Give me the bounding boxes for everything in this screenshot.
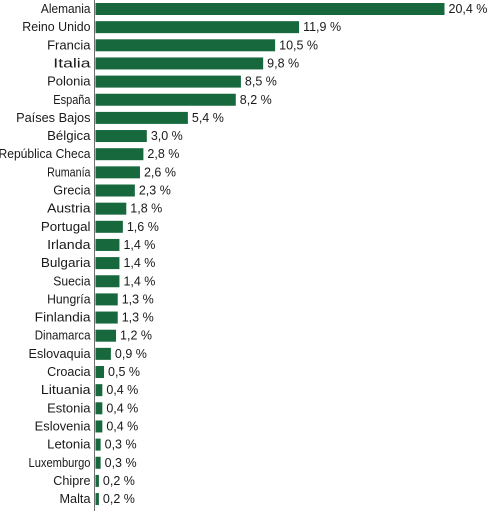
value-label: 0,3 %: [105, 438, 137, 452]
category-label: Estonia: [47, 401, 90, 415]
category-label: Portugal: [41, 220, 91, 234]
value-label: 5,4 %: [192, 111, 224, 125]
category-label: Dinamarca: [35, 329, 91, 343]
bar: [95, 438, 101, 451]
value-label: 1,4 %: [123, 238, 155, 252]
bar: [95, 39, 276, 52]
value-label: 1,2 %: [120, 329, 152, 343]
category-label: Croacia: [47, 365, 90, 379]
category-label: Francia: [47, 38, 90, 52]
value-label: 1,8 %: [130, 202, 162, 216]
category-label: España: [53, 93, 90, 107]
value-label: 9,8 %: [267, 56, 299, 70]
value-label: 8,5 %: [245, 75, 277, 89]
category-label: Bélgica: [47, 129, 90, 143]
value-label: 2,6 %: [144, 165, 176, 179]
value-label: 0,2 %: [103, 492, 135, 506]
category-label: Bulgaria: [41, 256, 91, 270]
bar: [95, 184, 135, 197]
value-label: 11,9 %: [303, 20, 341, 34]
category-label: Rumanía: [47, 165, 90, 179]
bar: [95, 366, 105, 378]
category-label: Hungría: [47, 292, 90, 306]
category-label: Italia: [53, 56, 90, 70]
value-label: 0,3 %: [105, 456, 137, 470]
bar: [95, 347, 111, 360]
bar: [95, 130, 147, 143]
value-label: 1,6 %: [127, 220, 159, 234]
bars-layer: [95, 3, 445, 506]
category-label: Letonia: [47, 438, 90, 452]
value-label: 2,8 %: [147, 147, 179, 161]
bar: [95, 456, 101, 469]
category-label: Irlanda: [47, 238, 90, 252]
bar: [95, 402, 103, 415]
category-labels-layer: Alemania Reino Unido Francia Italia Polonia E…: [0, 2, 91, 506]
bar: [95, 293, 118, 306]
bar: [95, 57, 264, 70]
bar: [95, 493, 99, 506]
category-label: Chipre: [53, 474, 90, 488]
category-label: Eslovaquia: [29, 347, 91, 361]
value-label: 1,4 %: [123, 256, 155, 270]
value-label: 8,2 %: [240, 93, 272, 107]
category-label: República Checa: [0, 147, 91, 161]
category-label: Países Bajos: [16, 111, 90, 125]
bar: [95, 148, 144, 161]
category-label: Polonia: [47, 75, 90, 89]
bar: [95, 21, 300, 34]
value-label: 0,9 %: [115, 347, 147, 361]
bar: [95, 202, 127, 215]
value-labels-layer: 20,4 % 11,9 % 10,5 % 9,8 % 8,5 % 8,2 % 5,4 % 3,…: [103, 2, 488, 506]
value-label: 0,4 %: [106, 419, 138, 433]
value-label: 1,4 %: [123, 274, 155, 288]
bar: [95, 329, 117, 342]
value-label: 20,4 %: [449, 2, 488, 16]
category-label: Finlandia: [35, 311, 91, 325]
bar: [95, 111, 188, 124]
bar: [95, 420, 103, 433]
category-label: Grecia: [53, 184, 90, 198]
bar: [95, 474, 99, 487]
value-label: 0,2 %: [103, 474, 135, 488]
value-label: 2,3 %: [139, 184, 171, 198]
value-label: 3,0 %: [151, 129, 183, 143]
value-label: 10,5 %: [279, 38, 318, 52]
bar: [95, 166, 140, 179]
bar: [95, 384, 103, 397]
category-label: Luxemburgo: [29, 456, 91, 470]
category-label: Lituania: [41, 383, 91, 397]
value-label: 1,3 %: [122, 311, 154, 325]
bar: [95, 257, 120, 270]
value-label: 1,3 %: [122, 292, 154, 306]
value-label: 0,4 %: [106, 383, 138, 397]
category-label: Suecia: [53, 274, 90, 288]
category-label: Malta: [60, 492, 91, 506]
category-label: Reino Unido: [22, 20, 90, 34]
bar: [95, 275, 120, 288]
bar: [95, 93, 236, 106]
category-label: Alemania: [41, 2, 91, 16]
category-label: Austria: [47, 202, 90, 216]
bar: [95, 238, 120, 251]
value-label: 0,4 %: [106, 401, 138, 415]
bar: [95, 75, 241, 88]
category-label: Eslovenia: [35, 419, 91, 433]
bar: [95, 220, 123, 233]
value-label: 0,5 %: [108, 365, 140, 379]
bar: [95, 3, 445, 15]
bar: [95, 311, 118, 324]
